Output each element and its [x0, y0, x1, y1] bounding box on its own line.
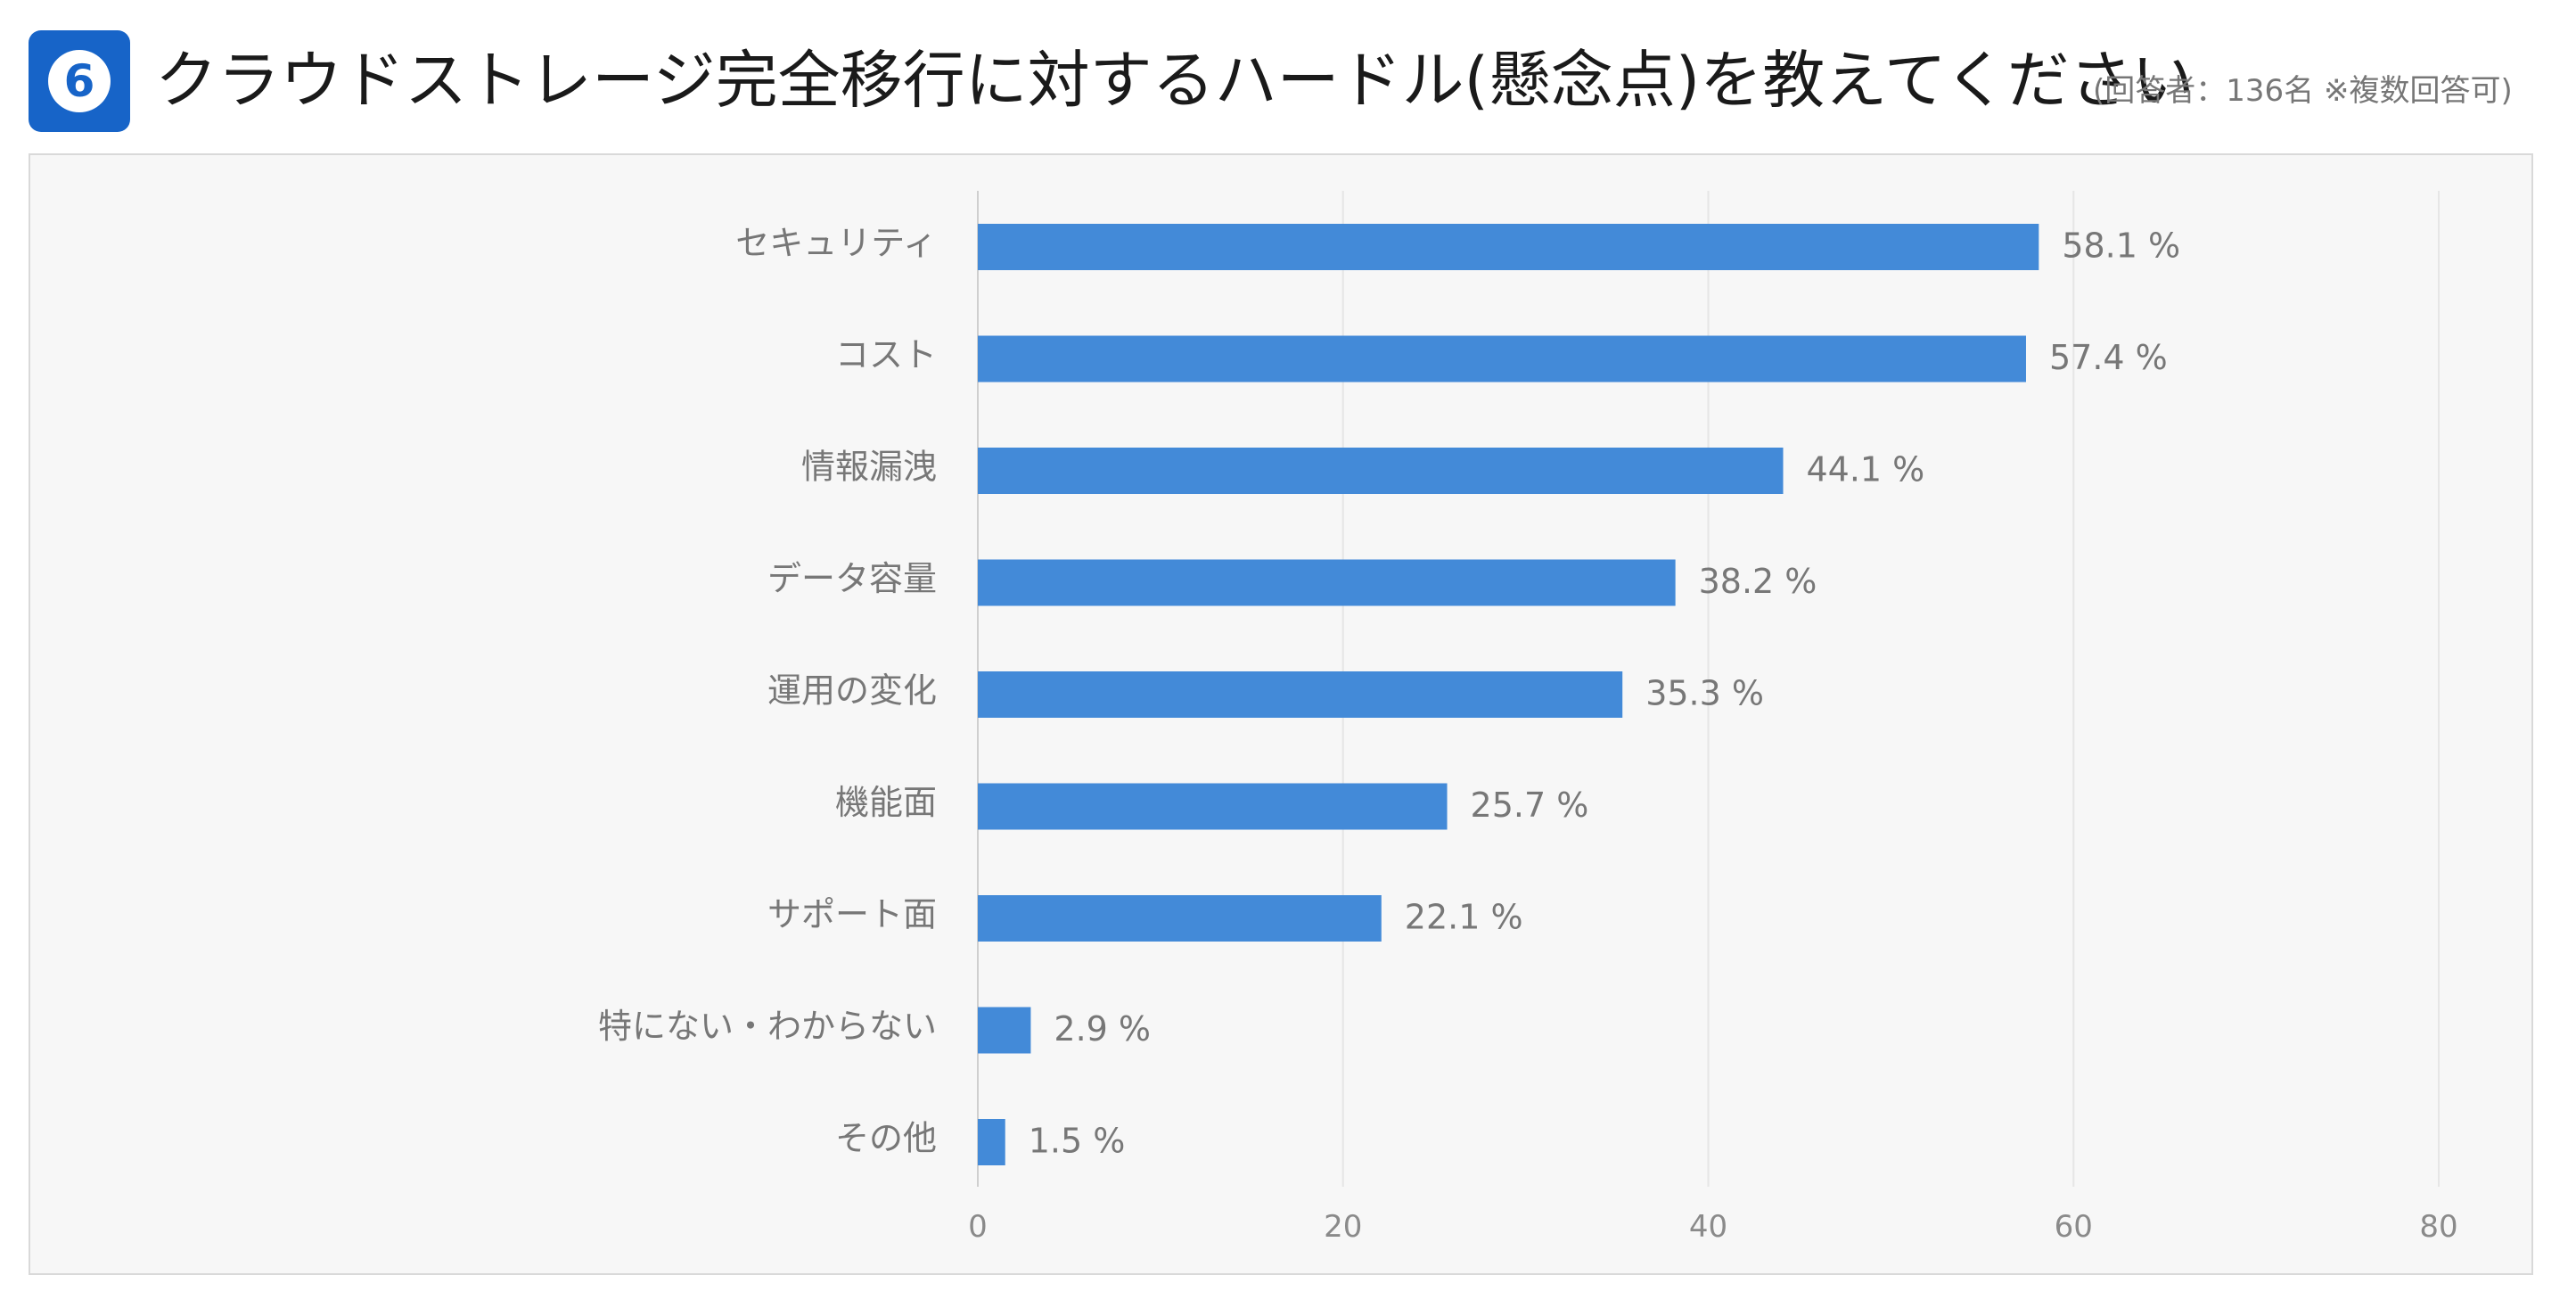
category-label: 運用の変化 — [767, 671, 937, 711]
chart-header: 6 クラウドストレージ完全移行に対するハードル(懸念点)を教えてください (回答… — [0, 0, 2576, 152]
value-labels: 58.1 % 57.4 % 44.1 % 38.2 % 35.3 % 25.7 % 22.1… — [1029, 226, 2180, 1161]
x-tick-label: 80 — [2419, 1209, 2457, 1245]
question-number: 6 — [48, 50, 111, 112]
value-label: 35.3 % — [1645, 674, 1764, 713]
chart-title: クラウドストレージ完全移行に対するハードル(懸念点)を教えてください — [155, 44, 2195, 117]
bar — [978, 559, 1676, 606]
bar — [978, 448, 1784, 494]
category-labels: セキュリティコスト情報漏洩データ容量運用の変化機能面サポート面特にない・わからな… — [598, 224, 937, 1158]
x-tick-label: 20 — [1324, 1209, 1362, 1245]
x-axis-tick-labels: 0 20 40 60 80 — [968, 1209, 2457, 1245]
category-label: セキュリティ — [735, 224, 937, 263]
bar — [978, 335, 2026, 383]
value-label: 57.4 % — [2049, 338, 2168, 377]
bar — [978, 895, 1382, 942]
category-label: 特にない・わからない — [598, 1007, 937, 1046]
x-tick-label: 60 — [2055, 1209, 2093, 1245]
chart-panel: セキュリティコスト情報漏洩データ容量運用の変化機能面サポート面特にない・わからな… — [29, 153, 2533, 1275]
category-label: コスト — [835, 335, 937, 374]
category-label: サポート面 — [767, 895, 937, 934]
category-label: 情報漏洩 — [801, 448, 937, 487]
value-label: 2.9 % — [1054, 1009, 1151, 1049]
value-label: 22.1 % — [1405, 898, 1523, 937]
category-label: データ容量 — [767, 559, 937, 598]
chart-subtitle: (回答者：136名 ※複数回答可) — [2093, 73, 2513, 109]
value-label: 58.1 % — [2062, 226, 2180, 266]
bars — [978, 224, 2039, 1165]
bar — [978, 1007, 1031, 1054]
value-label: 1.5 % — [1029, 1122, 1126, 1161]
value-label: 25.7 % — [1471, 786, 1589, 825]
x-tick-label: 0 — [968, 1209, 988, 1245]
bar — [978, 783, 1448, 830]
bar-chart: セキュリティコスト情報漏洩データ容量運用の変化機能面サポート面特にない・わからな… — [598, 191, 2458, 1245]
value-label: 44.1 % — [1806, 450, 1924, 489]
value-label: 38.2 % — [1699, 562, 1817, 601]
bar — [978, 224, 2039, 270]
category-label: 機能面 — [835, 783, 937, 822]
question-number-badge: 6 — [29, 30, 130, 132]
bar — [978, 1119, 1005, 1165]
x-tick-label: 40 — [1689, 1209, 1727, 1245]
bar — [978, 671, 1623, 718]
category-label: その他 — [835, 1119, 937, 1158]
